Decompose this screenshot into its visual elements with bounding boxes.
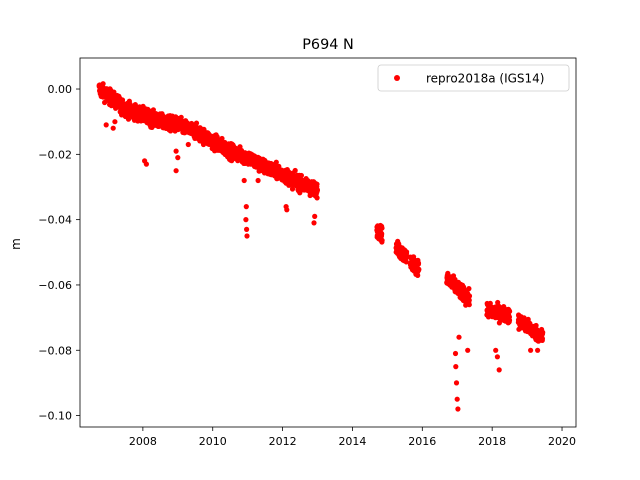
legend: repro2018a (IGS14) [377, 64, 570, 92]
data-point [379, 237, 385, 243]
data-point [379, 225, 385, 231]
data-point [466, 293, 473, 299]
x-tick-label: 2018 [478, 435, 506, 448]
data-point [535, 347, 541, 353]
plot-frame [79, 57, 577, 428]
data-point [150, 107, 156, 113]
data-point [298, 172, 304, 179]
data-point [312, 213, 318, 219]
y-tick-label: −0.08 [38, 344, 72, 357]
data-point [314, 187, 320, 193]
x-tick-label: 2012 [269, 435, 297, 448]
data-points-group [96, 81, 546, 412]
y-axis-ticks: 0.00 −0.02 −0.04 −0.06 −0.08 −0.10 [38, 83, 80, 423]
y-tick-label: −0.02 [38, 148, 72, 161]
data-point [243, 217, 249, 223]
y-axis-label: m [9, 238, 23, 250]
data-point [415, 260, 422, 266]
data-point [219, 135, 225, 142]
data-point [314, 181, 320, 187]
data-point [404, 249, 410, 255]
data-point [112, 119, 118, 125]
data-point [110, 125, 116, 131]
x-tick-label: 2014 [338, 435, 366, 448]
data-point [193, 120, 200, 126]
data-point [493, 347, 499, 353]
data-point [175, 155, 181, 161]
data-point [111, 89, 117, 95]
data-point [539, 336, 546, 342]
data-point [244, 233, 250, 239]
legend-label: repro2018a (IGS14) [426, 72, 544, 86]
data-point [453, 380, 460, 386]
data-point [241, 177, 247, 184]
data-point [415, 272, 421, 278]
data-point [528, 347, 534, 353]
data-point [466, 286, 472, 292]
data-point [507, 308, 513, 314]
x-tick-label: 2020 [548, 435, 576, 448]
data-point [496, 367, 502, 373]
data-point [454, 396, 460, 402]
data-point [173, 168, 179, 174]
y-tick-label: −0.10 [38, 410, 72, 423]
x-axis-ticks: 2008 2010 2012 2014 2016 2018 2020 [129, 427, 576, 448]
data-point [243, 204, 249, 210]
data-point [244, 226, 250, 232]
data-point [466, 302, 472, 308]
y-tick-label: −0.04 [38, 214, 72, 227]
data-point [416, 266, 422, 272]
data-point [455, 406, 461, 412]
data-point [379, 231, 385, 237]
data-point [403, 259, 409, 265]
data-point [465, 347, 471, 353]
data-point [452, 350, 459, 357]
data-point [314, 195, 320, 201]
x-tick-label: 2010 [199, 435, 227, 448]
data-point [255, 177, 261, 184]
x-tick-label: 2016 [408, 435, 436, 448]
chart-title: P694 N [302, 37, 354, 53]
data-point [456, 334, 462, 340]
data-point [292, 167, 298, 174]
data-point [143, 161, 149, 167]
y-tick-label: −0.06 [38, 279, 72, 292]
data-point [117, 109, 123, 115]
data-point [494, 354, 500, 360]
y-tick-label: 0.00 [48, 83, 73, 96]
data-point [103, 122, 109, 128]
data-point [540, 329, 546, 335]
data-point [284, 207, 290, 213]
data-point [173, 148, 179, 154]
data-point [453, 364, 459, 370]
data-point [466, 297, 472, 303]
data-point [100, 81, 106, 87]
data-point [273, 159, 279, 165]
x-tick-label: 2008 [129, 435, 157, 448]
legend-marker [394, 75, 400, 81]
data-point [311, 220, 317, 226]
data-point [533, 322, 539, 329]
data-point [185, 141, 191, 148]
legend-box [377, 64, 570, 92]
data-point [506, 317, 513, 323]
data-point [289, 186, 296, 192]
